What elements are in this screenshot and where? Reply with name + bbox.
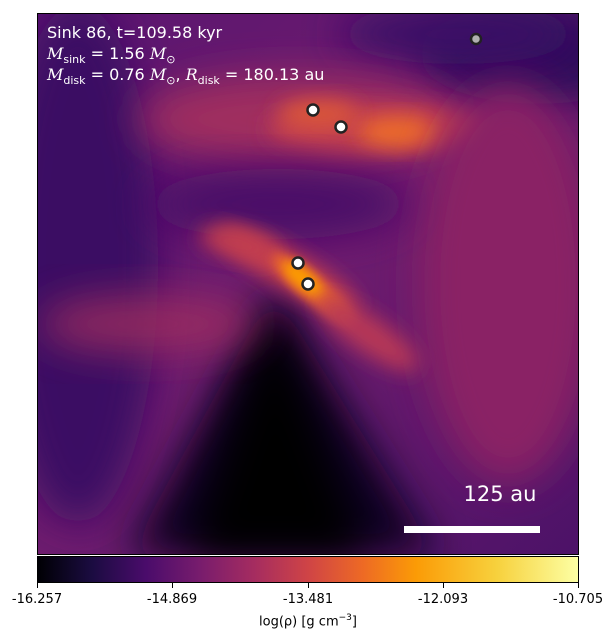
colorbar-tick <box>308 583 309 588</box>
annotation-disk: Mdisk = 0.76 M⊙, Rdisk = 180.13 au <box>47 65 325 87</box>
colorbar-tick-label: -10.705 <box>552 592 604 607</box>
scalebar-label: 125 au <box>463 482 537 506</box>
colorbar-tick <box>37 583 38 588</box>
colorbar-tick <box>578 583 579 588</box>
sink-marker <box>306 103 320 117</box>
colorbar-tick-label: -13.481 <box>282 592 334 607</box>
density-image <box>38 14 578 554</box>
annotation-title: Sink 86, t=109.58 kyr <box>47 23 223 42</box>
colorbar-tick-label: -14.869 <box>146 592 198 607</box>
colorbar-tick <box>443 583 444 588</box>
scalebar <box>404 526 540 533</box>
colorbar-tick-label: -16.257 <box>11 592 63 607</box>
colorbar <box>37 556 579 583</box>
sink-marker <box>469 32 483 46</box>
sink-marker <box>301 277 315 291</box>
colorbar-tick-label: -12.093 <box>417 592 469 607</box>
sink-marker <box>291 256 305 270</box>
colorbar-label: log(ρ) [g cm−3] <box>259 613 357 630</box>
colorbar-tick <box>172 583 173 588</box>
sink-marker <box>334 120 348 134</box>
annotation-sink-mass: Msink = 1.56 M⊙ <box>47 44 176 66</box>
density-map: Sink 86, t=109.58 kyr Msink = 1.56 M⊙ Md… <box>37 13 579 555</box>
